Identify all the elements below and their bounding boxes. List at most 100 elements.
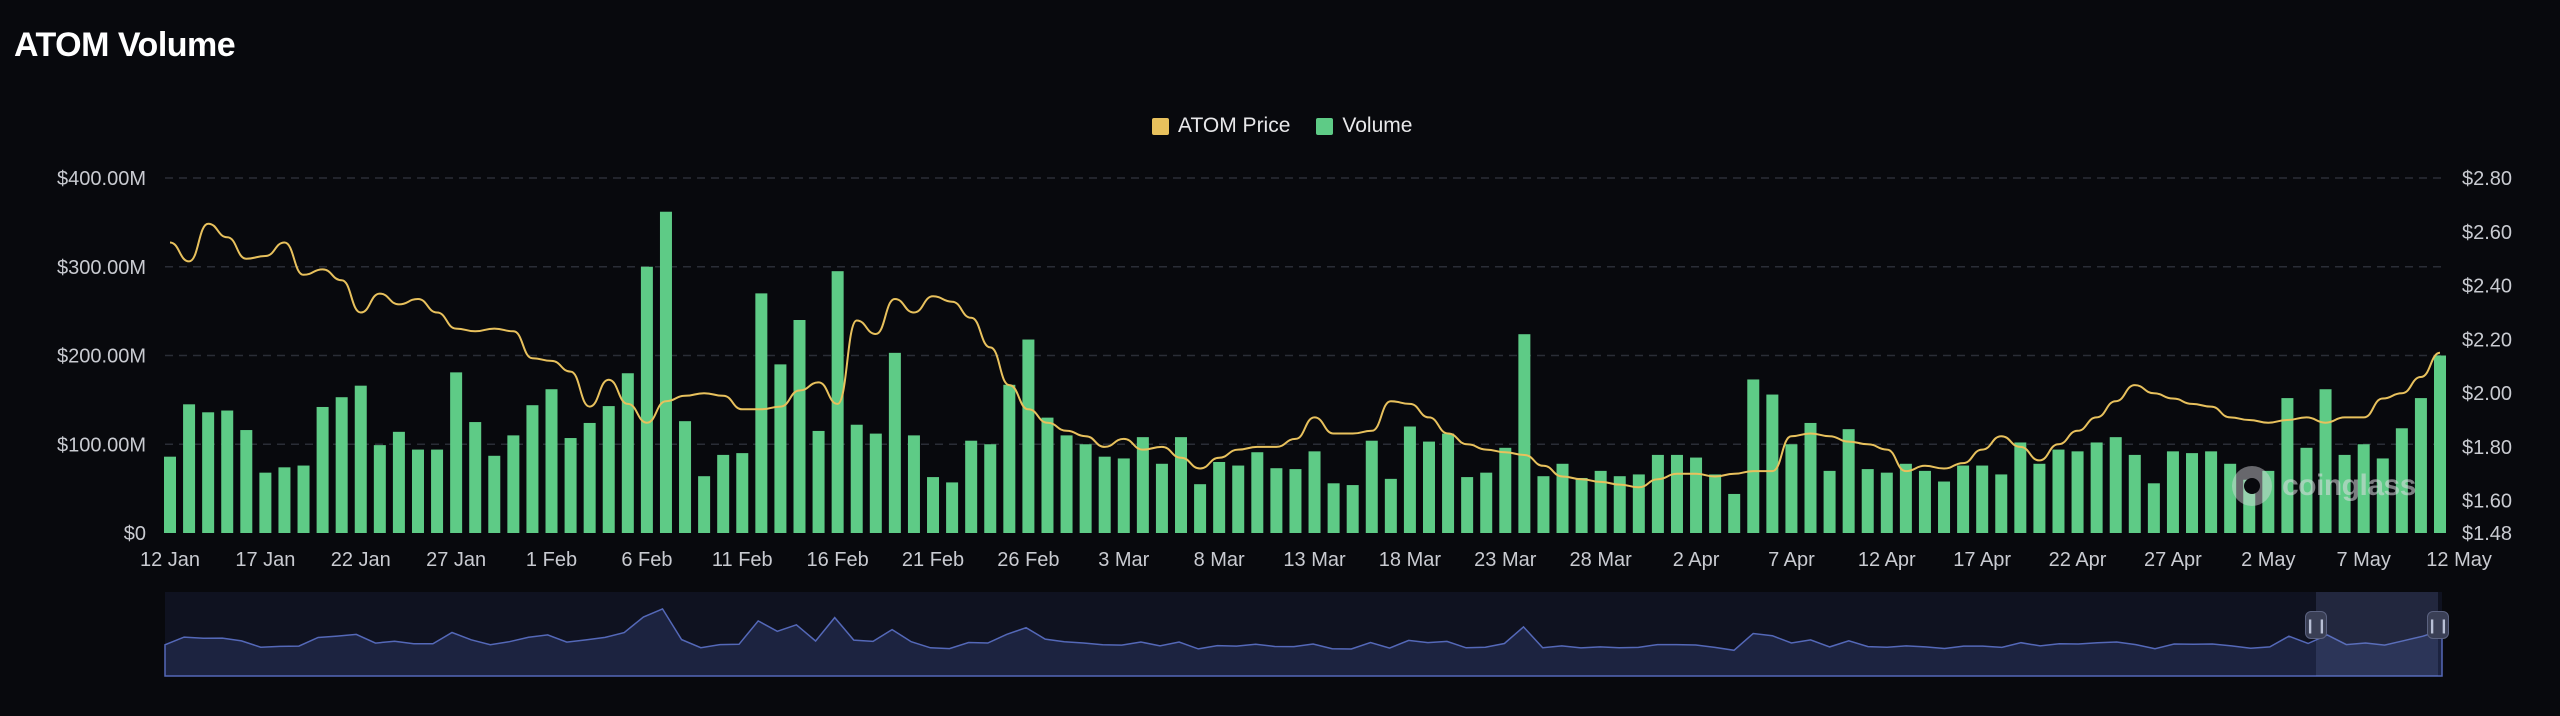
left-axis-tick: $0 bbox=[124, 523, 146, 545]
volume-bar bbox=[850, 424, 863, 533]
volume-bar bbox=[1403, 426, 1416, 533]
volume-bar bbox=[2052, 449, 2065, 533]
volume-bar bbox=[278, 467, 291, 533]
volume-bar bbox=[392, 431, 405, 533]
volume-bar bbox=[2166, 451, 2179, 533]
volume-bar bbox=[640, 266, 653, 533]
volume-bar bbox=[2033, 463, 2046, 533]
volume-bar bbox=[946, 482, 959, 533]
volume-bar bbox=[1613, 476, 1626, 533]
volume-bar bbox=[1422, 441, 1435, 533]
volume-bar bbox=[1766, 394, 1779, 533]
volume-bar bbox=[869, 433, 882, 533]
volume-bar bbox=[1957, 465, 1970, 533]
volume-bar bbox=[526, 405, 539, 533]
volume-bar bbox=[1747, 379, 1760, 533]
volume-bar bbox=[679, 421, 692, 533]
volume-bar bbox=[1785, 444, 1798, 533]
volume-bar bbox=[2147, 483, 2160, 533]
zoom-handle-right[interactable]: ❙❙ bbox=[2426, 611, 2450, 639]
legend-item-volume[interactable]: Volume bbox=[1316, 114, 1412, 138]
volume-bar bbox=[1461, 477, 1474, 533]
volume-bar bbox=[316, 406, 329, 533]
x-axis-tick: 23 Mar bbox=[1474, 549, 1537, 571]
x-axis-tick: 6 Feb bbox=[621, 549, 672, 571]
volume-bar bbox=[812, 430, 825, 533]
volume-bar bbox=[1938, 481, 1951, 533]
volume-bar bbox=[1499, 447, 1512, 533]
volume-bar bbox=[450, 372, 463, 533]
left-axis-tick: $400.00M bbox=[57, 168, 146, 190]
volume-bar bbox=[965, 440, 978, 533]
chart-legend: ATOM Price Volume bbox=[1152, 114, 1412, 138]
volume-bar bbox=[2319, 389, 2332, 533]
volume-bar bbox=[1804, 422, 1817, 533]
zoom-handle-left[interactable]: ❙❙ bbox=[2304, 611, 2328, 639]
volume-bar bbox=[2205, 451, 2218, 533]
x-axis-tick: 28 Mar bbox=[1570, 549, 1633, 571]
volume-bar bbox=[1518, 334, 1531, 533]
volume-bar bbox=[545, 389, 558, 533]
navigator-selection bbox=[2316, 592, 2438, 676]
volume-bar bbox=[1728, 493, 1741, 533]
volume-bar bbox=[488, 455, 501, 533]
x-axis-tick: 12 Jan bbox=[140, 549, 200, 571]
volume-bar bbox=[2014, 442, 2027, 533]
x-axis-tick: 1 Feb bbox=[526, 549, 577, 571]
volume-bar bbox=[907, 435, 920, 533]
coinglass-logo-icon bbox=[2232, 466, 2272, 506]
volume-bar bbox=[1060, 435, 1073, 533]
x-axis-tick: 27 Jan bbox=[426, 549, 486, 571]
x-axis-tick: 12 Apr bbox=[1858, 549, 1916, 571]
volume-bar bbox=[2434, 355, 2446, 533]
x-axis-tick: 3 Mar bbox=[1098, 549, 1149, 571]
volume-bar bbox=[1690, 457, 1703, 533]
x-axis-tick: 22 Jan bbox=[331, 549, 391, 571]
volume-bar bbox=[984, 444, 997, 533]
volume-bar bbox=[2186, 453, 2199, 533]
legend-label-price: ATOM Price bbox=[1178, 114, 1291, 137]
volume-bar bbox=[297, 465, 310, 533]
volume-bar bbox=[1308, 451, 1321, 533]
legend-swatch-price bbox=[1152, 117, 1169, 135]
left-axis-tick: $100.00M bbox=[57, 434, 146, 456]
volume-bar bbox=[1022, 339, 1035, 533]
navigator-series bbox=[164, 607, 2443, 677]
volume-bar bbox=[354, 385, 367, 533]
volume-bar bbox=[431, 449, 444, 533]
volume-bar bbox=[1346, 485, 1359, 533]
volume-bar bbox=[1098, 456, 1111, 533]
volume-bar bbox=[755, 293, 768, 533]
watermark-text: coinglass bbox=[2282, 469, 2416, 502]
volume-bar bbox=[2109, 437, 2122, 533]
volume-bar bbox=[564, 438, 577, 533]
volume-bar bbox=[2090, 442, 2103, 533]
volume-bar bbox=[1384, 478, 1397, 533]
x-axis-tick: 7 May bbox=[2336, 549, 2390, 571]
left-axis-tick: $200.00M bbox=[57, 346, 146, 368]
volume-bar bbox=[1861, 469, 1874, 533]
right-axis-tick: $2.20 bbox=[2462, 329, 2512, 351]
volume-bar bbox=[1995, 474, 2008, 533]
volume-bar bbox=[1709, 474, 1722, 533]
volume-bar bbox=[240, 430, 253, 533]
volume-bar bbox=[2071, 451, 2084, 533]
x-axis-tick: 12 May bbox=[2426, 549, 2492, 571]
legend-item-price[interactable]: ATOM Price bbox=[1152, 114, 1290, 138]
right-axis-tick: $2.80 bbox=[2462, 168, 2512, 190]
volume-bar bbox=[2262, 470, 2275, 533]
x-axis-tick: 2 May bbox=[2241, 549, 2295, 571]
volume-bar bbox=[202, 412, 215, 533]
volume-bar bbox=[1155, 463, 1168, 533]
volume-bar bbox=[507, 435, 520, 533]
volume-bar bbox=[2395, 428, 2408, 533]
volume-bar bbox=[335, 397, 348, 533]
volume-bar bbox=[2128, 454, 2141, 533]
volume-bar bbox=[1556, 463, 1569, 533]
volume-bar bbox=[927, 477, 940, 533]
volume-bar bbox=[1194, 484, 1207, 533]
right-axis-tick: $1.48 bbox=[2462, 523, 2512, 545]
volume-bar bbox=[1651, 454, 1664, 533]
x-axis-tick: 16 Feb bbox=[807, 549, 869, 571]
